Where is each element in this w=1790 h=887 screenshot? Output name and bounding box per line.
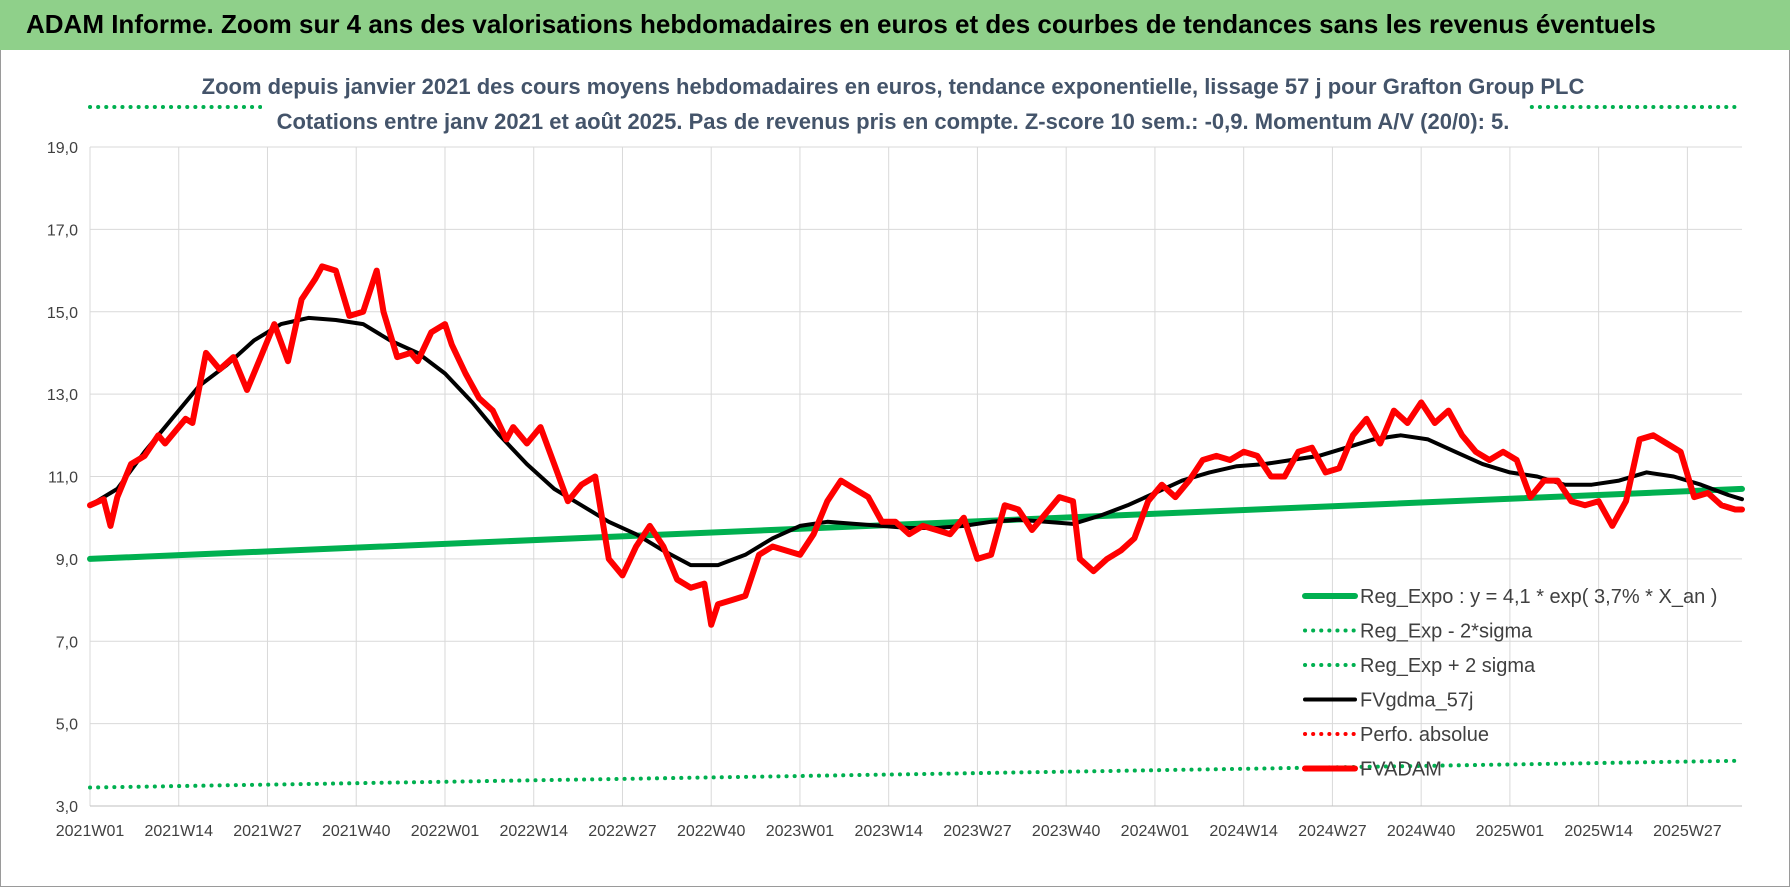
x-tick-label: 2024W40 [1387,823,1456,840]
chart-titles: Zoom depuis janvier 2021 des cours moyen… [202,74,1585,134]
x-tick-label: 2023W01 [766,823,835,840]
x-tick-label: 2025W01 [1476,823,1545,840]
y-tick-label: 19,0 [47,140,78,157]
title-backdrop [262,70,1527,140]
chart-subtitle: Cotations entre janv 2021 et août 2025. … [277,109,1510,134]
x-tick-label: 2021W27 [233,823,302,840]
series-line-reg-expo-y-4-1-exp-3-7-x-an [87,485,1745,562]
chart-axes: 3,0 5,0 7,0 9,0 11,0 13,0 15,0 17,0 19,0 2021W01 2… [47,140,1742,840]
x-tick-label: 2023W27 [943,823,1012,840]
x-tick-label: 2021W01 [56,823,125,840]
y-tick-label: 15,0 [47,305,78,322]
x-tick-label: 2022W27 [588,823,657,840]
y-tick-label: 11,0 [48,470,78,487]
y-tick-label: 17,0 [47,222,78,239]
legend-label-reg-exp-2-sigma: Reg_Exp + 2 sigma [1360,655,1536,677]
legend-label-fvgdma-57j: FVgdma_57j [1360,690,1473,712]
legend-label-reg-exp-2-sigma: Reg_Exp - 2*sigma [1360,621,1533,643]
x-tick-label: 2022W01 [411,823,480,840]
page-title: ADAM Informe. Zoom sur 4 ans des valoris… [26,9,1656,39]
x-tick-label: 2021W14 [144,823,213,840]
chart-grid [89,146,1742,807]
x-tick-label: 2024W01 [1121,823,1190,840]
y-tick-label: 5,0 [56,717,78,734]
x-tick-label: 2025W14 [1564,823,1633,840]
y-tick-label: 13,0 [47,387,78,404]
legend-label-fvadam: FVADAM [1360,759,1442,781]
y-tick-label: 7,0 [56,634,78,651]
x-tick-label: 2022W40 [677,823,746,840]
chart-legend: Reg_Expo : y = 4,1 * exp( 3,7% * X_an ) R… [1302,586,1717,781]
y-tick-label: 9,0 [56,552,78,569]
x-tick-label: 2024W27 [1298,823,1367,840]
chart: 3,0 5,0 7,0 9,0 11,0 13,0 15,0 17,0 19,0 2021W01 2… [47,70,1745,840]
x-tick-label: 2021W40 [322,823,391,840]
header-bar: ADAM Informe. Zoom sur 4 ans des valoris… [0,0,1790,50]
legend-label-reg-expo-y-4-1-exp-3-7-x-an: Reg_Expo : y = 4,1 * exp( 3,7% * X_an ) [1360,586,1717,608]
chart-title: Zoom depuis janvier 2021 des cours moyen… [202,74,1585,99]
x-tick-label: 2024W14 [1209,823,1278,840]
series-line-reg-exp-2-sigma [88,758,1744,790]
series-line-fvadam [87,263,1745,628]
chart-series [87,70,1745,790]
x-tick-label: 2022W14 [499,823,568,840]
legend-label-perfo-absolue: Perfo. absolue [1360,724,1489,746]
x-tick-label: 2023W14 [854,823,923,840]
x-tick-label: 2025W27 [1653,823,1722,840]
y-tick-label: 3,0 [56,799,78,816]
x-tick-label: 2023W40 [1032,823,1101,840]
